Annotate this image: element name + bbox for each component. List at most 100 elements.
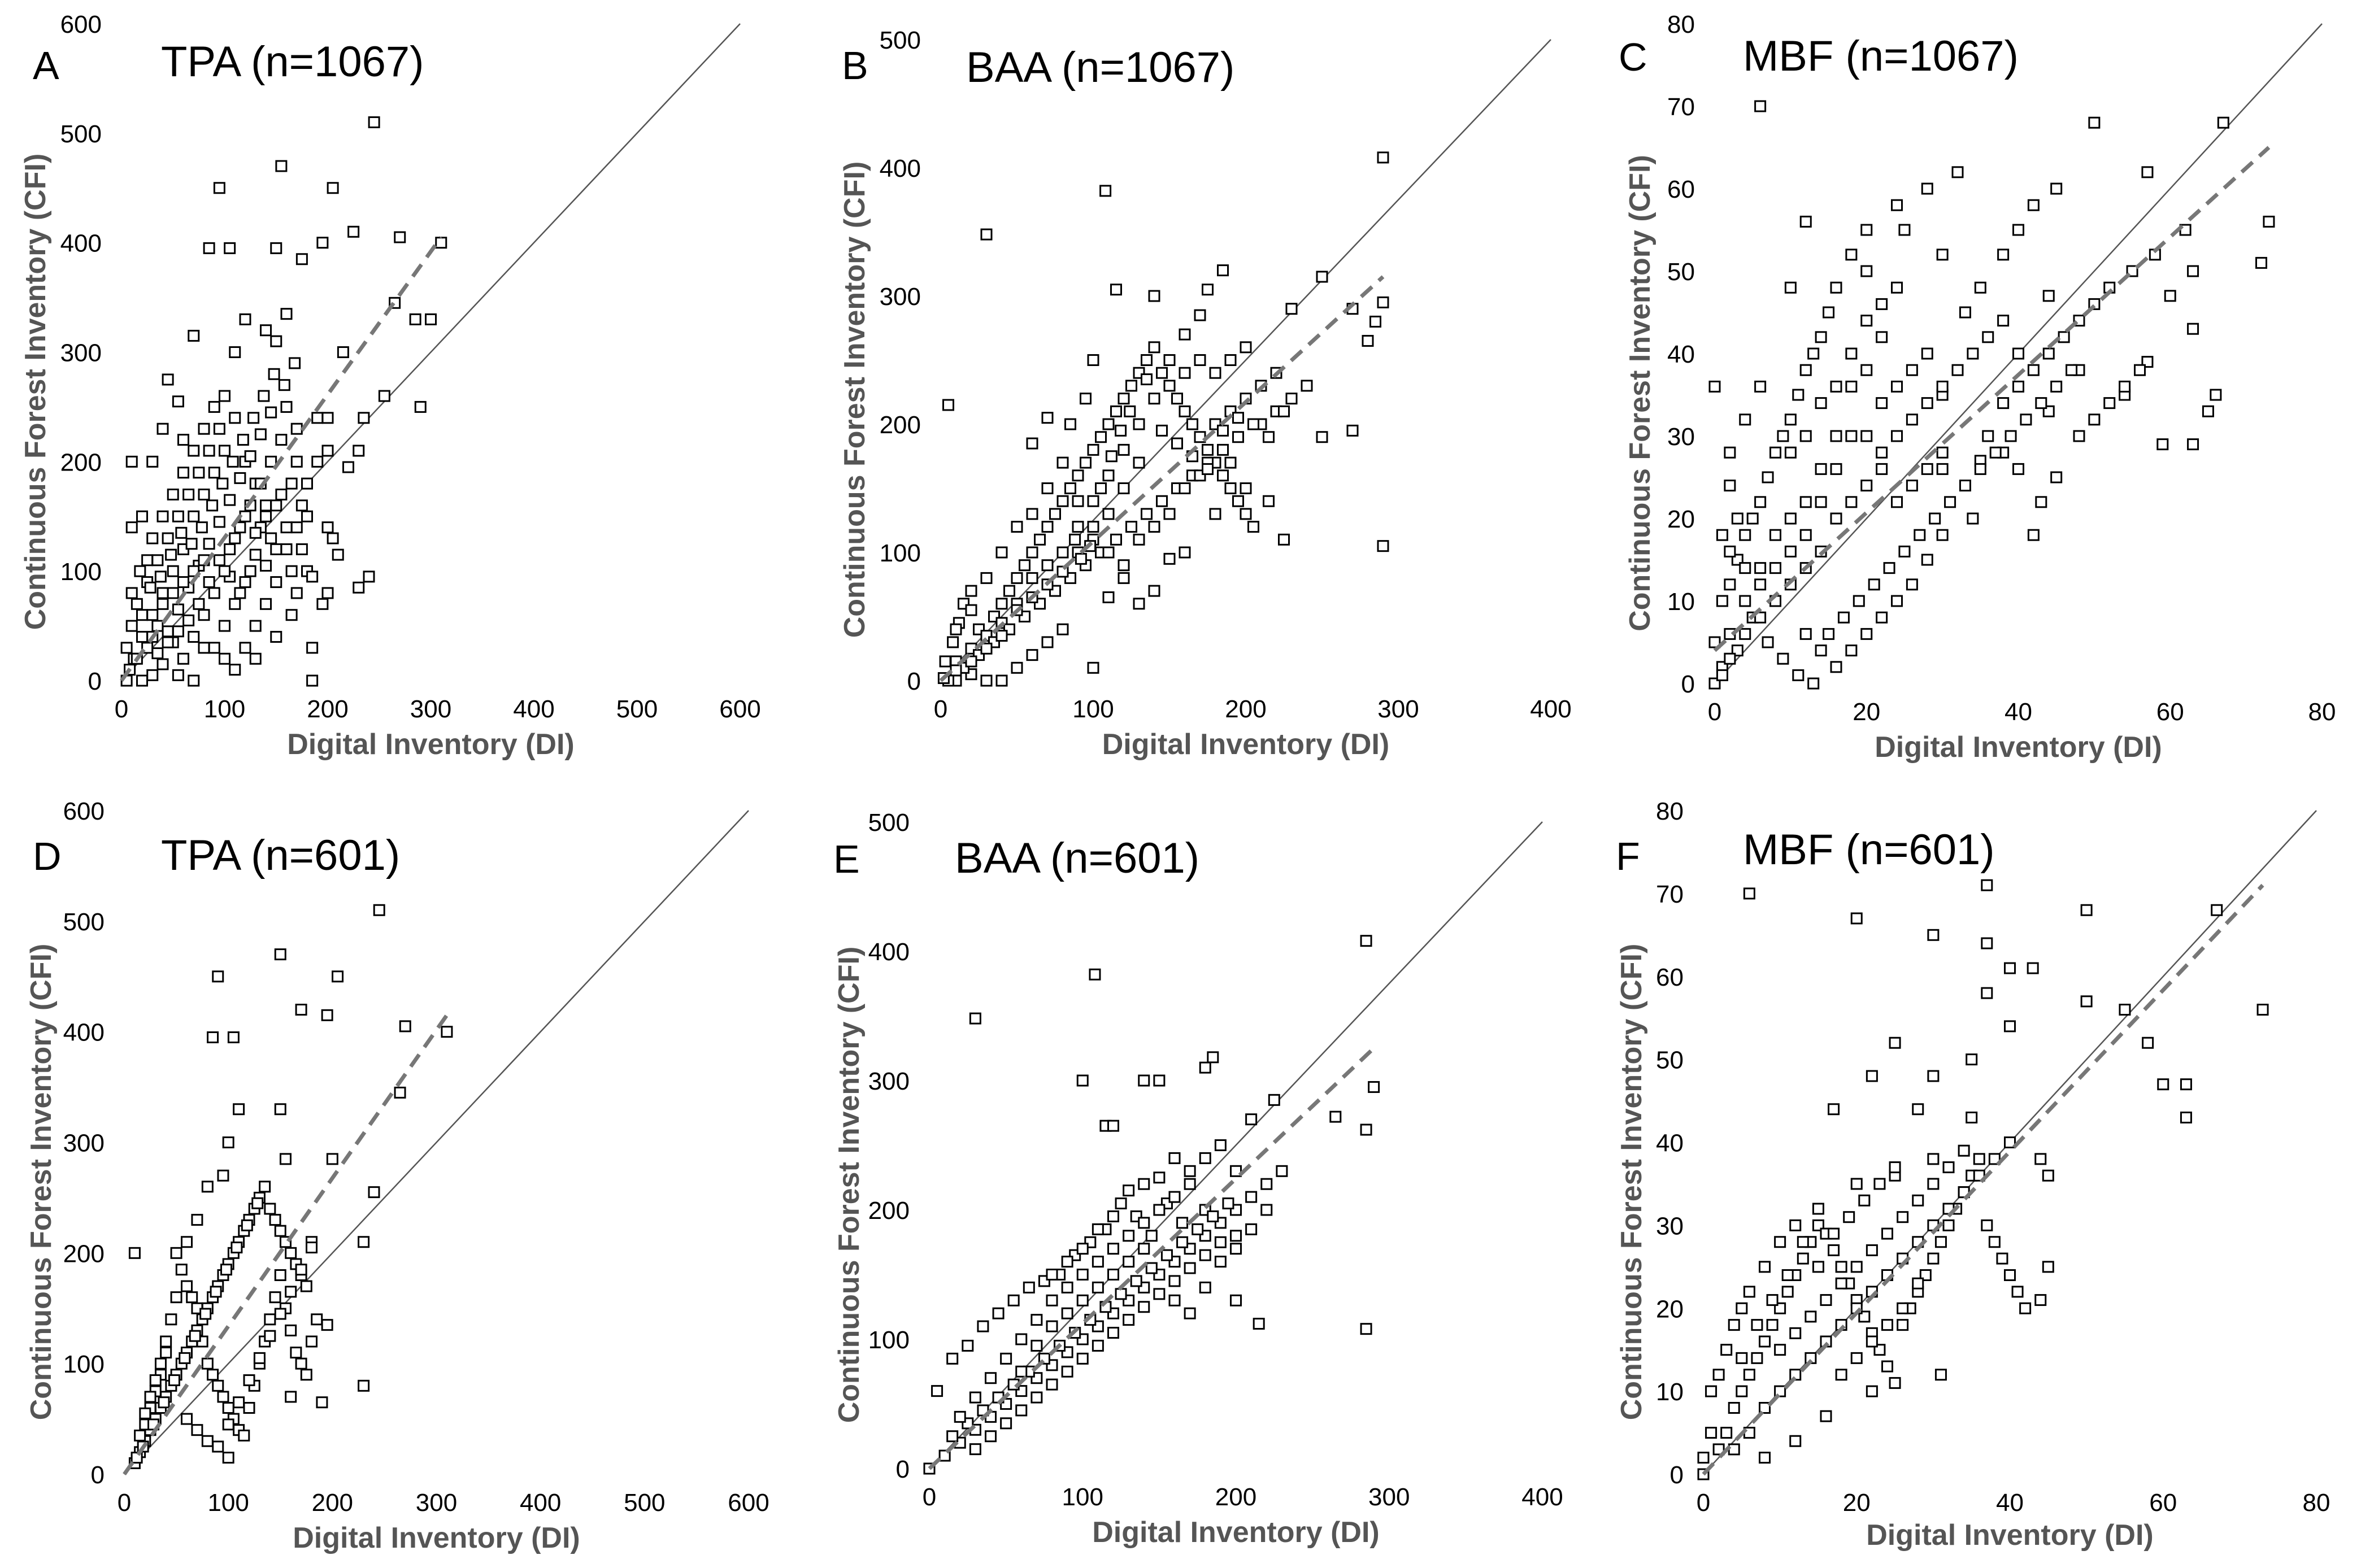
data-point: [1163, 552, 1176, 565]
data-point: [151, 554, 164, 567]
data-point: [189, 1330, 201, 1342]
data-point: [995, 598, 1008, 610]
data-point: [1125, 380, 1137, 392]
data-point: [2004, 962, 2016, 974]
data-point: [1138, 1301, 1150, 1313]
y-axis-label: Continuous Forest Inventory (CFI): [25, 944, 58, 1421]
data-point: [1876, 397, 1888, 410]
data-point: [1736, 1302, 1748, 1314]
data-point: [177, 576, 189, 589]
data-point: [1087, 661, 1099, 674]
data-point: [1156, 367, 1168, 379]
data-point: [2126, 265, 2138, 277]
data-point: [1739, 413, 1751, 426]
trend-line: [939, 275, 1385, 682]
data-point: [2180, 1078, 2192, 1091]
data-point: [1807, 677, 1820, 690]
data-point: [316, 1396, 328, 1409]
panel-letter: D: [33, 834, 62, 878]
data-point: [1130, 1275, 1142, 1287]
data-point: [1860, 480, 1873, 492]
data-point: [2004, 1020, 2016, 1033]
data-point: [219, 565, 231, 577]
points-group: [937, 151, 1389, 687]
data-point: [285, 1391, 297, 1403]
data-point: [1056, 546, 1069, 559]
x-tick-label: 80: [2303, 1489, 2330, 1517]
data-point: [2042, 1169, 2054, 1182]
data-point: [1019, 559, 1031, 572]
data-point: [270, 543, 282, 555]
data-point: [1230, 1230, 1242, 1242]
data-point: [2012, 380, 2024, 393]
data-point: [1056, 456, 1069, 469]
data-point: [162, 373, 174, 386]
data-point: [1148, 341, 1160, 354]
data-point: [1041, 521, 1054, 533]
data-point: [353, 581, 365, 594]
data-point: [1766, 1294, 1779, 1306]
x-tick-label: 0: [1708, 698, 1721, 726]
panel-e: E BAA (n=601) 0 100 200 300 400 0 100 200 300 400 50…: [833, 809, 1563, 1549]
data-point: [1774, 1344, 1786, 1356]
data-point: [1997, 397, 2010, 410]
data-point: [199, 1308, 212, 1320]
data-point: [1823, 306, 1835, 319]
data-point: [208, 400, 220, 413]
data-point: [1049, 508, 1061, 520]
data-point: [969, 1391, 981, 1404]
data-point: [260, 598, 272, 610]
y-tick-label: 100: [868, 1326, 910, 1354]
data-point: [2004, 1136, 2016, 1148]
data-point: [167, 565, 179, 577]
data-point: [285, 477, 298, 490]
data-point: [1712, 1369, 1725, 1381]
data-point: [1860, 430, 1873, 442]
data-point: [185, 538, 198, 550]
data-point: [1759, 1261, 1771, 1273]
data-point: [2157, 1078, 2169, 1091]
data-point: [1110, 284, 1122, 296]
data-point: [995, 546, 1008, 559]
data-point: [243, 1402, 255, 1414]
y-tick-label: 100: [880, 539, 921, 567]
data-point: [1815, 463, 1827, 475]
panel-letter: E: [833, 837, 860, 881]
data-point: [188, 329, 200, 342]
y-tick-label: 40: [1667, 341, 1695, 368]
data-point: [2050, 182, 2063, 195]
data-point: [1830, 281, 1842, 294]
data-point: [2187, 438, 2199, 451]
data-point: [131, 598, 143, 610]
data-point: [165, 1313, 177, 1326]
data-point: [154, 570, 167, 583]
data-point: [950, 664, 962, 677]
data-point: [1245, 1223, 1258, 1235]
data-point: [144, 581, 156, 594]
data-point: [1230, 1243, 1242, 1255]
x-axis-label: Digital Inventory (DI): [1875, 731, 2162, 764]
data-point: [1850, 1261, 1863, 1273]
data-point: [146, 669, 159, 681]
data-point: [1754, 380, 1767, 393]
data-point: [1156, 495, 1168, 507]
data-point: [265, 406, 277, 419]
points-group: [923, 935, 1380, 1475]
data-point: [1792, 669, 1805, 681]
data-point: [1118, 443, 1130, 456]
data-point: [1224, 456, 1237, 469]
data-point: [1898, 545, 1911, 557]
data-point: [2011, 1286, 2024, 1298]
data-point: [1784, 413, 1797, 426]
panel-letter: C: [1619, 35, 1647, 79]
data-point: [1705, 1427, 1718, 1439]
data-point: [222, 1402, 234, 1414]
data-point: [1247, 418, 1259, 430]
data-point: [239, 576, 251, 589]
data-point: [1184, 1262, 1196, 1274]
data-point: [227, 455, 239, 468]
data-point: [1927, 1153, 1940, 1165]
data-point: [2035, 397, 2047, 410]
data-point: [1107, 1243, 1119, 1255]
